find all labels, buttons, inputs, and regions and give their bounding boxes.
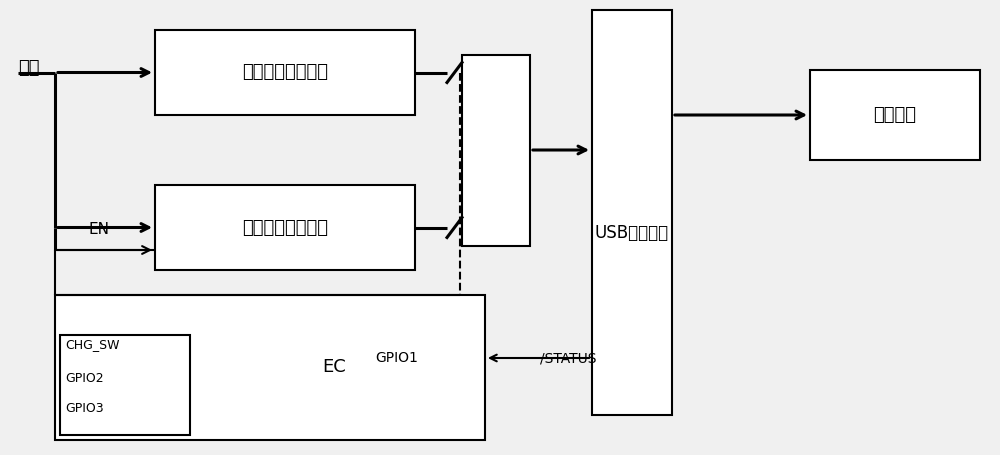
Text: GPIO1: GPIO1 (375, 351, 418, 365)
Bar (810, 70, 980, 160)
Bar (462, 55, 530, 246)
Text: GPIO2: GPIO2 (65, 371, 104, 384)
Text: EN: EN (88, 222, 109, 238)
Bar (155, 185, 415, 270)
Text: 电源: 电源 (18, 59, 40, 77)
Text: 第二电流转换模块: 第二电流转换模块 (242, 218, 328, 237)
Bar (55, 295, 485, 440)
Text: GPIO3: GPIO3 (65, 401, 104, 415)
Text: USB充电接口: USB充电接口 (595, 224, 669, 242)
Bar (155, 30, 415, 115)
Text: 便携设备: 便携设备 (874, 106, 916, 124)
Text: CHG_SW: CHG_SW (65, 339, 120, 352)
Text: EC: EC (323, 359, 346, 376)
Bar (60, 335, 190, 435)
Text: 第一电流转换模块: 第一电流转换模块 (242, 64, 328, 81)
Text: /STATUS: /STATUS (540, 351, 596, 365)
Bar (592, 10, 672, 415)
